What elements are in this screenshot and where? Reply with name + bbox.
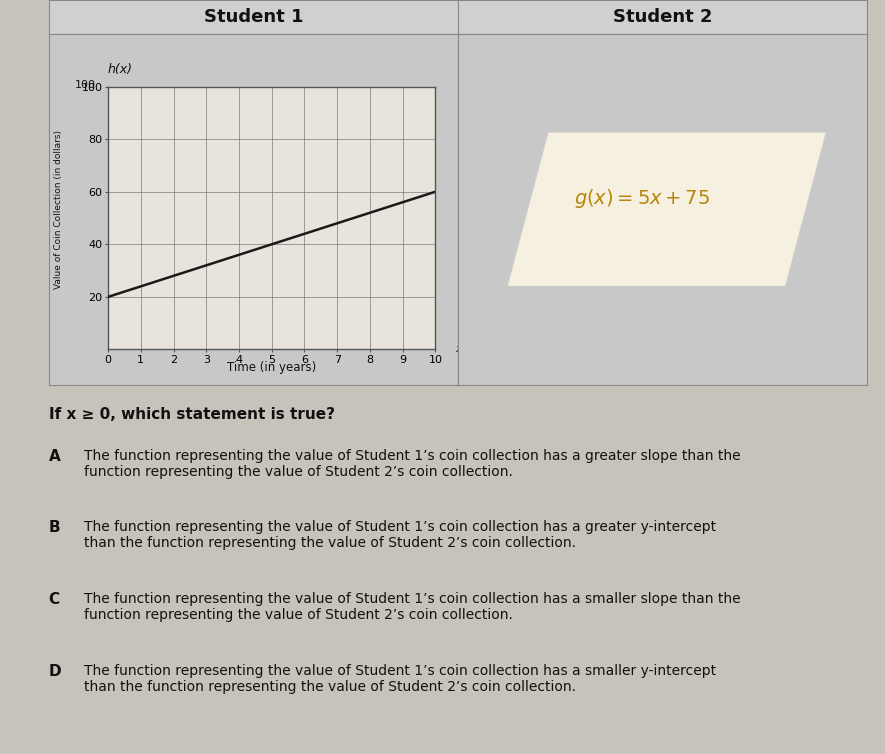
Text: If x ≥ 0, which statement is true?: If x ≥ 0, which statement is true? xyxy=(49,407,335,422)
Text: 100: 100 xyxy=(74,80,96,90)
Text: The function representing the value of Student 1’s coin collection has a greater: The function representing the value of S… xyxy=(84,449,741,479)
Text: Student 1: Student 1 xyxy=(204,8,303,26)
Text: The function representing the value of Student 1’s coin collection has a greater: The function representing the value of S… xyxy=(84,520,716,550)
Text: The function representing the value of Student 1’s coin collection has a smaller: The function representing the value of S… xyxy=(84,592,741,622)
Text: A: A xyxy=(49,449,60,464)
Text: h(x): h(x) xyxy=(108,63,133,76)
Text: $g(x) = 5x + 75$: $g(x) = 5x + 75$ xyxy=(574,187,711,210)
Text: B: B xyxy=(49,520,60,535)
Text: Time (in years): Time (in years) xyxy=(227,361,316,374)
Text: Value of Coin Collection (in dollars): Value of Coin Collection (in dollars) xyxy=(54,130,64,289)
Polygon shape xyxy=(507,132,827,287)
Text: Student 2: Student 2 xyxy=(613,8,712,26)
Text: D: D xyxy=(49,664,61,679)
Text: C: C xyxy=(49,592,60,607)
Text: The function representing the value of Student 1’s coin collection has a smaller: The function representing the value of S… xyxy=(84,664,716,694)
